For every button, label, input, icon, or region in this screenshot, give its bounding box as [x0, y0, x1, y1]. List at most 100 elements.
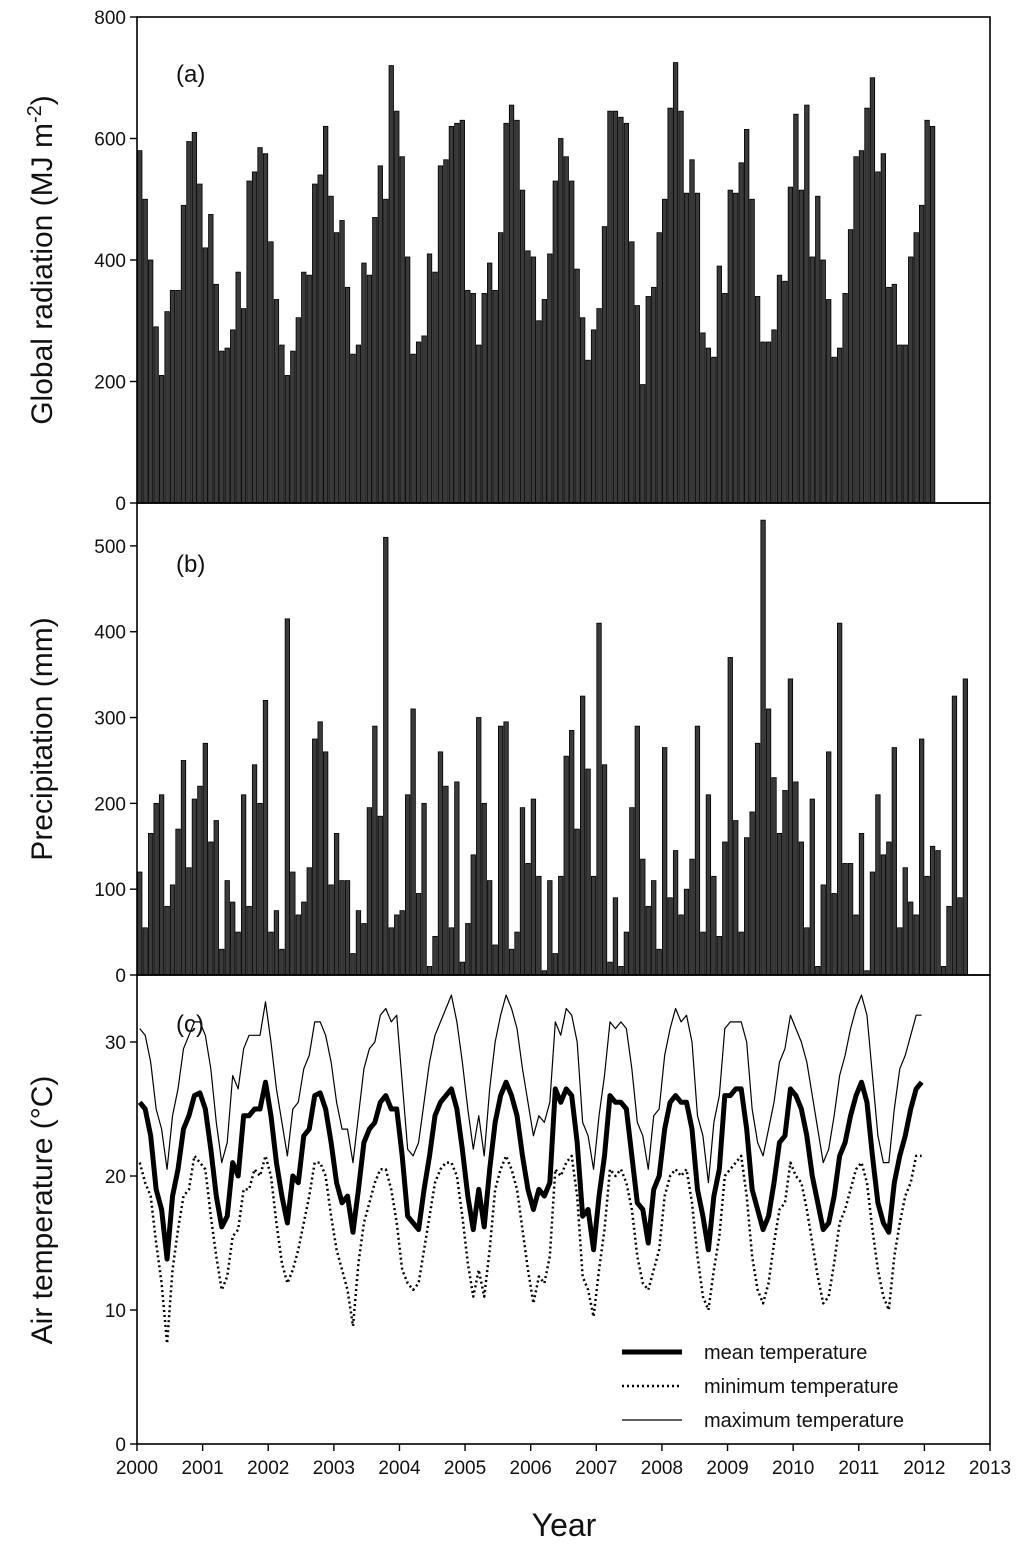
precipitation-bar-50 [410, 708, 416, 976]
radiation-bar-119 [787, 186, 794, 504]
precipitation-bar-77 [558, 875, 564, 976]
precipitation-bar-22 [257, 802, 263, 976]
radiation-bar-98 [672, 62, 679, 504]
radiation-bar-117 [776, 274, 783, 504]
x-tick-label: 2013 [969, 1458, 1011, 1479]
radiation-bar-103 [700, 332, 706, 504]
radiation-bar-36 [333, 232, 340, 504]
precipitation-bar-65 [492, 944, 498, 976]
radiation-bars [137, 62, 936, 504]
precipitation-bar-96 [662, 747, 668, 976]
radiation-bar-108 [727, 189, 733, 504]
radiation-bar-126 [826, 299, 832, 504]
precipitation-bar-131 [853, 914, 859, 976]
radiation-bar-137 [886, 286, 892, 504]
panel-c-y-axis-label: Air temperature (°C) [26, 1076, 59, 1345]
precipitation-bar-55 [437, 751, 444, 976]
precipitation-bar-21 [251, 764, 258, 976]
precipitation-bar-139 [897, 927, 903, 976]
panel-b-y-axis-label: Precipitation (mm) [26, 617, 59, 860]
precipitation-bar-2 [148, 833, 154, 976]
x-tick-label: 2002 [247, 1458, 289, 1479]
radiation-bar-129 [842, 293, 848, 504]
legend-label-min: minimum temperature [704, 1376, 899, 1398]
precipitation-bar-8 [180, 760, 187, 976]
precipitation-bar-137 [886, 841, 892, 976]
precipitation-bar-46 [388, 927, 394, 976]
radiation-bar-127 [831, 356, 837, 504]
precipitation-bar-16 [224, 880, 230, 976]
radiation-bar-26 [279, 344, 285, 504]
panel-b-y-ticks: 0 100 200 300 400 500 [94, 537, 137, 987]
precipitation-bar-14 [213, 820, 219, 976]
precipitation-bar-136 [880, 854, 887, 976]
y-tick-label: 500 [94, 537, 126, 558]
precipitation-bar-56 [443, 785, 449, 976]
precipitation-bar-123 [809, 798, 815, 976]
radiation-bar-46 [388, 65, 394, 504]
radiation-bar-68 [508, 104, 515, 504]
precipitation-bar-80 [574, 828, 580, 976]
radiation-bar-51 [415, 341, 422, 504]
radiation-bar-93 [645, 296, 651, 504]
precipitation-bar-29 [295, 914, 301, 976]
radiation-bar-33 [317, 174, 323, 504]
radiation-bar-31 [306, 274, 312, 504]
radiation-bar-2 [148, 259, 154, 504]
precipitation-bar-31 [306, 867, 312, 976]
x-tick-label: 2005 [444, 1458, 486, 1479]
precipitation-bar-47 [394, 914, 400, 976]
radiation-bar-115 [765, 341, 772, 504]
radiation-bar-118 [782, 280, 788, 504]
precipitation-bar-98 [672, 850, 679, 976]
precipitation-bar-144 [924, 875, 930, 976]
radiation-bar-67 [503, 122, 509, 504]
radiation-bar-116 [771, 329, 777, 504]
radiation-bar-3 [153, 326, 159, 504]
y-tick-label: 0 [115, 966, 126, 987]
radiation-bar-39 [350, 353, 356, 504]
precipitation-bar-69 [514, 931, 520, 976]
mean-temperature-line [137, 1079, 924, 1262]
radiation-bar-75 [547, 253, 553, 504]
radiation-bar-10 [191, 132, 198, 504]
radiation-bar-76 [552, 180, 558, 504]
precipitation-bar-141 [908, 901, 914, 976]
y-tick-label: 200 [94, 794, 126, 815]
radiation-bar-58 [454, 122, 460, 504]
precipitation-bar-40 [355, 910, 362, 976]
precipitation-bar-10 [191, 798, 198, 976]
precipitation-bar-128 [836, 622, 843, 976]
y-tick-label: 400 [94, 623, 126, 644]
y-tick-label: 800 [94, 8, 126, 29]
maximum-temperature-line [139, 994, 922, 1184]
precipitation-bar-25 [273, 910, 280, 976]
radiation-bar-60 [465, 289, 471, 504]
precipitation-bar-27 [284, 618, 291, 976]
precipitation-bar-115 [765, 708, 772, 976]
radiation-bar-57 [448, 125, 455, 504]
x-axis-label: Year [532, 1507, 597, 1543]
precipitation-bar-109 [733, 820, 739, 976]
precipitation-bar-73 [536, 875, 542, 976]
radiation-bar-143 [919, 204, 925, 504]
precipitation-bar-23 [262, 699, 269, 976]
precipitation-bar-5 [164, 905, 170, 976]
precipitation-bar-117 [776, 833, 783, 976]
radiation-bar-14 [213, 283, 219, 504]
x-tick-label: 2000 [116, 1458, 158, 1479]
precipitation-bar-49 [405, 794, 411, 976]
precipitation-bar-83 [590, 875, 597, 976]
radiation-bar-11 [197, 183, 203, 504]
precipitation-bar-42 [366, 807, 373, 976]
precipitation-bar-150 [957, 897, 963, 976]
radiation-bar-41 [361, 262, 367, 504]
precipitation-bar-147 [940, 966, 947, 976]
radiation-bar-15 [219, 350, 225, 504]
y-tick-label: 200 [94, 373, 126, 394]
radiation-bar-64 [487, 262, 493, 504]
x-tick-label: 2006 [510, 1458, 552, 1479]
precipitation-bar-17 [230, 901, 236, 976]
precipitation-bar-92 [640, 858, 646, 976]
precipitation-bar-3 [153, 802, 159, 976]
